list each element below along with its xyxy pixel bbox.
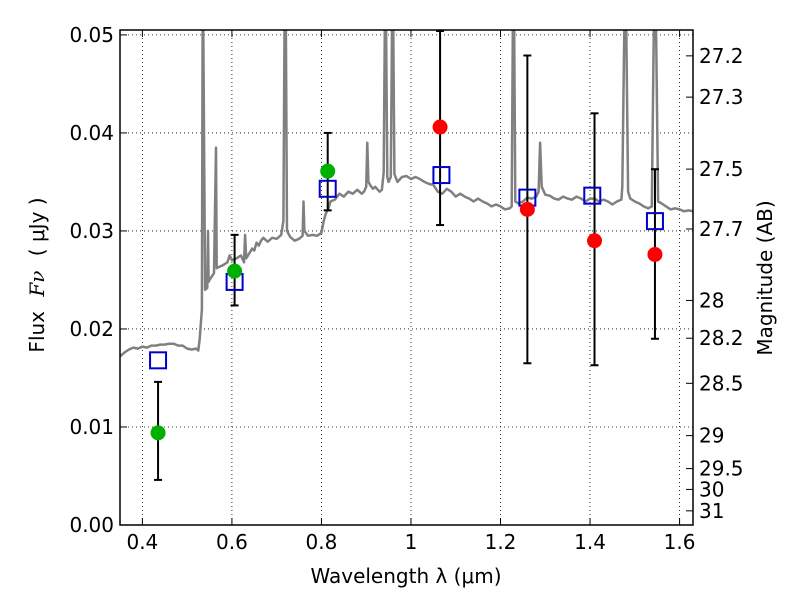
observed-flux-point <box>227 263 243 279</box>
y-tick-label: 0.01 <box>69 415 114 439</box>
mag-tick-label: 27.7 <box>699 217 744 241</box>
y-tick-label: 0.04 <box>69 121 114 145</box>
x-tick-label: 0.8 <box>306 530 338 554</box>
x-tick-label: 0.6 <box>216 530 248 554</box>
y-tick-label: 0.03 <box>69 219 114 243</box>
x-axis-label: Wavelength λ (μm) <box>310 564 501 588</box>
mag-tick-label: 28.2 <box>699 326 744 350</box>
svg-text:Flux Fν ( μJy ): Flux Fν ( μJy ) <box>25 197 49 352</box>
observed-flux-point <box>432 119 448 135</box>
model-flux-square <box>149 351 168 370</box>
model-flux-square <box>318 179 337 198</box>
y-axis-label: Flux Fν ( μJy ) <box>25 197 49 352</box>
observed-flux-point <box>150 425 166 441</box>
y-tick-label: 0.00 <box>69 513 114 537</box>
observed-flux-point <box>587 233 603 249</box>
magnitude-axis-label: Magnitude (AB) <box>753 200 777 355</box>
model-flux-square <box>432 166 451 185</box>
model-flux-square <box>583 186 602 205</box>
model-spectrum-line <box>120 30 693 358</box>
mag-tick-label: 27.5 <box>699 157 744 181</box>
mag-tick-label: 27.2 <box>699 44 744 68</box>
x-tick-labels: 0.4 0.6 0.8 1 1.2 1.4 1.6 <box>126 530 695 554</box>
model-flux-square <box>645 212 664 231</box>
x-tick-label: 0.4 <box>126 530 158 554</box>
mag-tick-label: 27.3 <box>699 85 744 109</box>
axis-ticks <box>120 30 693 526</box>
mag-tick-label: 30 <box>699 477 724 501</box>
x-tick-label: 1.2 <box>485 530 517 554</box>
data-markers <box>149 119 664 441</box>
plot-frame <box>119 29 694 526</box>
observed-flux-point <box>647 246 663 262</box>
y-axis-label-symbol: Fν <box>25 271 49 298</box>
mag-tick-label: 29.5 <box>699 457 744 481</box>
observed-flux-point <box>320 163 336 179</box>
y-axis-label-unit: ( μJy ) <box>25 197 49 256</box>
y-tick-label: 0.05 <box>69 23 114 47</box>
x-tick-label: 1.6 <box>664 530 696 554</box>
y-tick-label: 0.02 <box>69 317 114 341</box>
observed-flux-point <box>519 201 535 217</box>
x-tick-label: 1 <box>405 530 418 554</box>
mag-tick-label: 29 <box>699 424 724 448</box>
mag-tick-label: 31 <box>699 499 724 523</box>
mag-tick-label: 28 <box>699 288 724 312</box>
y-axis-label-text: Flux <box>25 311 49 353</box>
mag-tick-label: 28.5 <box>699 371 744 395</box>
x-tick-label: 1.4 <box>574 530 606 554</box>
grid-lines <box>120 30 693 526</box>
y-tick-labels: 0.00 0.01 0.02 0.03 0.04 0.05 <box>69 23 114 537</box>
